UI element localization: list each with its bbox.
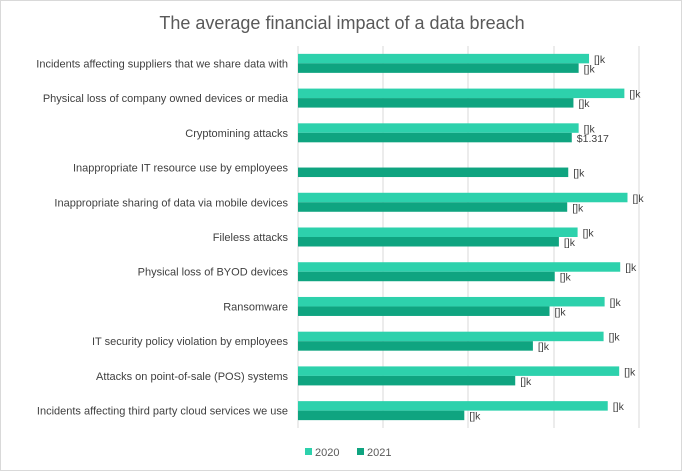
category-label: Cryptomining attacks — [185, 128, 288, 140]
bar-2021 — [298, 410, 465, 421]
data-label-2020: []k — [613, 401, 625, 413]
data-label-2020: []k — [583, 228, 595, 240]
data-label-2021: []k — [564, 237, 576, 249]
bar-2020 — [298, 192, 628, 203]
bar-2020 — [298, 53, 590, 64]
bar-2021 — [298, 375, 516, 386]
data-label-2020: []k — [632, 193, 644, 205]
category-label: Ransomware — [223, 301, 288, 313]
data-label-2021: []k — [538, 341, 550, 353]
bar-2021 — [298, 202, 568, 212]
data-label-2020: []k — [594, 54, 606, 66]
data-label-2021: []k — [520, 376, 532, 388]
bar-2021 — [298, 237, 559, 247]
category-label: Inappropriate IT resource use by employe… — [73, 163, 289, 175]
data-label-2020: []k — [625, 262, 637, 274]
data-label-2021: []k — [555, 306, 567, 318]
bar-2021 — [298, 167, 569, 178]
data-label-2020: []k — [629, 89, 641, 101]
category-label: IT security policy violation by employee… — [92, 336, 289, 348]
data-label-2020: []k — [610, 297, 622, 309]
category-label: Physical loss of company owned devices o… — [43, 93, 289, 105]
data-label-2021: []k — [572, 202, 584, 214]
legend-label: 2021 — [367, 447, 391, 459]
legend-swatch — [357, 448, 364, 455]
bar-2020 — [298, 366, 620, 376]
data-label-2021: []k — [469, 411, 481, 423]
bar-2021 — [298, 271, 555, 282]
bar-2020 — [298, 262, 621, 272]
category-label: Incidents affecting suppliers that we sh… — [36, 58, 288, 70]
bar-2021 — [298, 98, 574, 108]
data-label-2020: []k — [624, 366, 636, 378]
category-labels: Incidents affecting suppliers that we sh… — [36, 58, 289, 417]
category-label: Inappropriate sharing of data via mobile… — [54, 197, 288, 209]
value-labels: []k[]k[]k[]k[]k$1.317[]k[]k[]k[]k[]k[]k[… — [469, 54, 644, 423]
data-label-2021: []k — [573, 168, 585, 180]
bar-2020 — [298, 331, 604, 342]
category-label: Incidents affecting third party cloud se… — [37, 406, 288, 418]
category-label: Fileless attacks — [213, 232, 289, 244]
legend: 2020 2021 — [305, 447, 391, 459]
category-label: Physical loss of BYOD devices — [138, 267, 289, 279]
bar-2021 — [298, 341, 533, 351]
data-label-2020: []k — [584, 123, 596, 135]
bar-2020 — [298, 296, 605, 307]
bar-2020 — [298, 227, 578, 237]
data-label-2021: []k — [578, 98, 590, 110]
chart-title: The average financial impact of a data b… — [159, 13, 524, 33]
bar-2021 — [298, 132, 572, 143]
data-label-2021: []k — [584, 63, 596, 75]
bars — [298, 53, 628, 421]
bar-2021 — [298, 63, 579, 73]
legend-label: 2020 — [315, 447, 339, 459]
data-label-2020: []k — [609, 332, 621, 344]
bar-2020 — [298, 88, 625, 99]
data-label-2021: []k — [560, 272, 572, 284]
bar-2020 — [298, 401, 608, 411]
data-label-2021: $1.317 — [577, 133, 609, 145]
bar-2020 — [298, 123, 579, 133]
category-label: Attacks on point-of-sale (POS) systems — [96, 371, 288, 383]
bar-2021 — [298, 306, 550, 316]
legend-swatch — [305, 448, 312, 455]
